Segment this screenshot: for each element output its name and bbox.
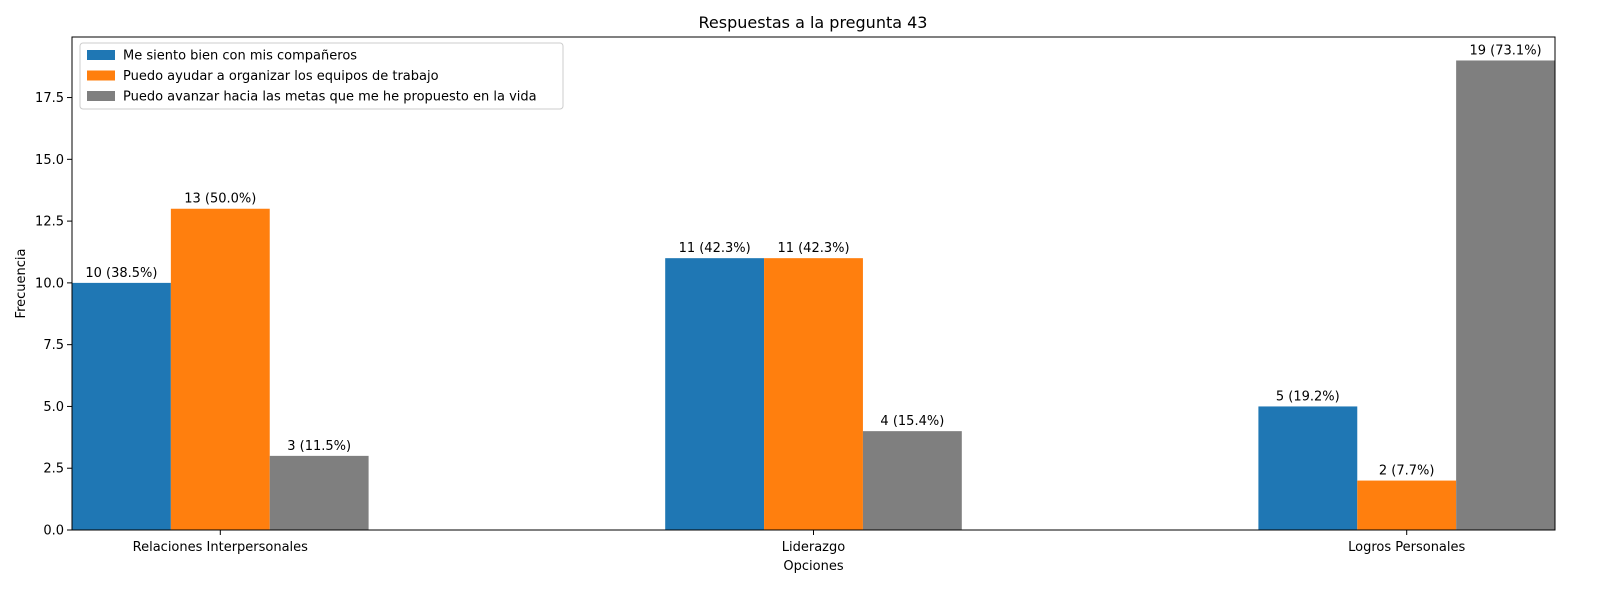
x-axis: Relaciones Interpersonales Liderazgo Logro… [133,530,1466,555]
data-label-series1-cat2: 11 (42.3%) [679,241,751,256]
bar-series2-cat3 [1357,480,1457,530]
bar-series3-cat1 [269,455,369,530]
legend-swatch-2 [87,70,115,81]
y-tick-label: 15.0 [35,153,64,168]
data-label-series1-cat3: 5 (19.2%) [1276,389,1340,404]
x-tick-label: Relaciones Interpersonales [133,540,309,555]
legend: Me siento bien con mis compañeros Puedo a… [79,42,564,110]
y-tick-label: 10.0 [35,276,64,291]
chart-title: Respuestas a la pregunta 43 [699,13,928,32]
y-axis-label: Frecuencia [14,249,29,319]
data-label-series3-cat1: 3 (11.5%) [287,439,351,454]
y-tick-label: 2.5 [43,462,64,477]
data-label-series2-cat3: 2 (7.7%) [1379,464,1435,479]
bar-series3-cat3 [1456,60,1555,530]
x-tick-label: Logros Personales [1348,540,1465,555]
bar-series2-cat1 [170,208,270,530]
data-label-series2-cat1: 13 (50.0%) [184,192,256,207]
bar-series3-cat2 [862,431,962,530]
bars-group [72,60,1555,530]
x-axis-label: Opciones [783,559,843,574]
data-label-series3-cat3: 19 (73.1%) [1470,43,1542,58]
x-tick-label: Liderazgo [782,540,845,555]
data-label-series2-cat2: 11 (42.3%) [777,241,849,256]
legend-box [79,42,564,110]
y-tick-label: 12.5 [35,215,64,230]
bar-series1-cat2 [665,258,765,530]
data-label-series1-cat1: 10 (38.5%) [85,266,157,281]
bar-series1-cat1 [72,282,171,530]
data-labels-group: 10 (38.5%) 11 (42.3%) 5 (19.2%) 13 (50.0%) 1… [85,43,1541,478]
y-tick-label: 7.5 [43,338,64,353]
legend-label-3: Puedo avanzar hacia las metas que me he … [123,90,537,105]
bar-series2-cat2 [764,258,863,530]
legend-swatch-1 [87,50,115,60]
y-tick-label: 5.0 [43,400,64,415]
y-axis: 0.0 2.5 5.0 7.5 10.0 12.5 15.0 17.5 [35,91,72,539]
bar-series1-cat3 [1258,406,1358,530]
legend-label-1: Me siento bien con mis compañeros [123,49,357,64]
data-label-series3-cat2: 4 (15.4%) [880,414,944,429]
plot-frame [71,36,1556,531]
legend-swatch-3 [87,91,115,101]
y-tick-label: 17.5 [35,91,64,106]
legend-label-2: Puedo ayudar a organizar los equipos de … [123,69,439,84]
y-tick-label: 0.0 [43,524,64,539]
